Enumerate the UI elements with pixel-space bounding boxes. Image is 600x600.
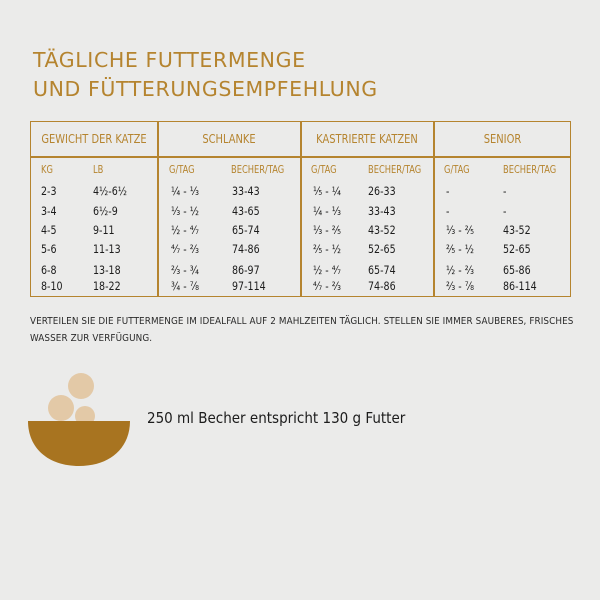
cell-neutered-g-per-day: ⅓ - ⅖: [313, 223, 341, 237]
cell-neutered-g-per-day: ⅕ - ¼: [313, 184, 341, 198]
cell-slim-g-per-day: ¾ - ⅞: [171, 279, 199, 293]
kibble-icon: [68, 373, 94, 399]
subheader-lb: LB: [93, 164, 104, 176]
title-line-2: UND FÜTTERUNGSEMPFEHLUNG: [33, 77, 378, 101]
group-header-senior: SENIOR: [483, 131, 522, 146]
group-header-slim: SCHLANKE: [202, 131, 256, 146]
cell-neutered-cups-per-day: 33-43: [368, 204, 396, 218]
cell-slim-g-per-day: ½ - ⁴⁄₇: [171, 223, 199, 237]
subheader-senior-g: G/TAG: [444, 164, 470, 176]
cell-senior-g-per-day: ½ - ⅔: [446, 263, 474, 277]
cell-weight-lb: 11-13: [93, 242, 121, 256]
cell-senior-cups-per-day: -: [503, 204, 507, 218]
cell-slim-g-per-day: ⁴⁄₇ - ⅔: [171, 242, 199, 256]
cell-slim-cups-per-day: 86-97: [232, 263, 260, 277]
cell-senior-cups-per-day: 86-114: [503, 279, 537, 293]
title-line-1: TÄGLICHE FUTTERMENGE: [33, 48, 306, 72]
bowl-icon: [28, 373, 130, 466]
group-header-weight: GEWICHT DER KATZE: [41, 131, 147, 146]
column-divider: [300, 122, 302, 296]
portion-info: 250 ml Becher entspricht 130 g Futter: [147, 409, 406, 427]
kibble-icon: [48, 395, 74, 421]
cell-neutered-g-per-day: ⅖ - ½: [313, 242, 341, 256]
subheader-slim-cup: BECHER/TAG: [231, 164, 285, 176]
cell-senior-g-per-day: ⅓ - ⅖: [446, 223, 474, 237]
cell-slim-cups-per-day: 74-86: [232, 242, 260, 256]
subheader-neutered-g: G/TAG: [311, 164, 337, 176]
cell-senior-cups-per-day: 52-65: [503, 242, 531, 256]
cell-senior-g-per-day: ⅖ - ½: [446, 242, 474, 256]
cell-senior-cups-per-day: 65-86: [503, 263, 531, 277]
cell-weight-lb: 9-11: [93, 223, 115, 237]
cell-slim-cups-per-day: 43-65: [232, 204, 260, 218]
feeding-note: VERTEILEN SIE DIE FUTTERMENGE IM IDEALFA…: [30, 316, 574, 344]
cell-weight-kg: 8-10: [41, 279, 63, 293]
cell-neutered-cups-per-day: 26-33: [368, 184, 396, 198]
cell-weight-kg: 4-5: [41, 223, 57, 237]
feeding-table: GEWICHT DER KATZE SCHLANKE KASTRIERTE KA…: [30, 121, 571, 297]
subheader-slim-g: G/TAG: [169, 164, 195, 176]
cell-neutered-cups-per-day: 74-86: [368, 279, 396, 293]
cell-slim-g-per-day: ⅔ - ¾: [171, 263, 199, 277]
cell-weight-kg: 2-3: [41, 184, 57, 198]
cell-weight-lb: 4½-6½: [93, 184, 128, 198]
cell-weight-kg: 3-4: [41, 204, 57, 218]
subheader-senior-cup: BECHER/TAG: [503, 164, 557, 176]
bowl-shape: [28, 421, 130, 466]
cell-weight-lb: 6½-9: [93, 204, 118, 218]
cell-slim-cups-per-day: 65-74: [232, 223, 260, 237]
cell-neutered-g-per-day: ¼ - ⅓: [313, 204, 341, 218]
header-divider: [31, 156, 570, 158]
cell-weight-kg: 5-6: [41, 242, 57, 256]
cell-neutered-g-per-day: ½ - ⁴⁄₇: [313, 263, 341, 277]
cell-neutered-cups-per-day: 52-65: [368, 242, 396, 256]
cell-senior-cups-per-day: -: [503, 184, 507, 198]
cell-senior-g-per-day: ⅔ - ⅞: [446, 279, 474, 293]
column-divider: [157, 122, 159, 296]
subheader-kg: KG: [41, 164, 53, 176]
cell-senior-g-per-day: -: [446, 184, 450, 198]
cell-neutered-g-per-day: ⁴⁄₇ - ⅔: [313, 279, 341, 293]
cell-neutered-cups-per-day: 65-74: [368, 263, 396, 277]
cell-slim-cups-per-day: 97-114: [232, 279, 266, 293]
cell-slim-cups-per-day: 33-43: [232, 184, 260, 198]
column-divider: [433, 122, 435, 296]
cell-senior-cups-per-day: 43-52: [503, 223, 531, 237]
group-header-neutered: KASTRIERTE KATZEN: [316, 131, 418, 146]
cell-weight-lb: 18-22: [93, 279, 121, 293]
cell-weight-kg: 6-8: [41, 263, 57, 277]
cell-slim-g-per-day: ¼ - ⅓: [171, 184, 199, 198]
subheader-neutered-cup: BECHER/TAG: [368, 164, 422, 176]
cell-weight-lb: 13-18: [93, 263, 121, 277]
page-title: TÄGLICHE FUTTERMENGE UND FÜTTERUNGSEMPFE…: [33, 46, 378, 104]
cell-senior-g-per-day: -: [446, 204, 450, 218]
cell-neutered-cups-per-day: 43-52: [368, 223, 396, 237]
cell-slim-g-per-day: ⅓ - ½: [171, 204, 199, 218]
